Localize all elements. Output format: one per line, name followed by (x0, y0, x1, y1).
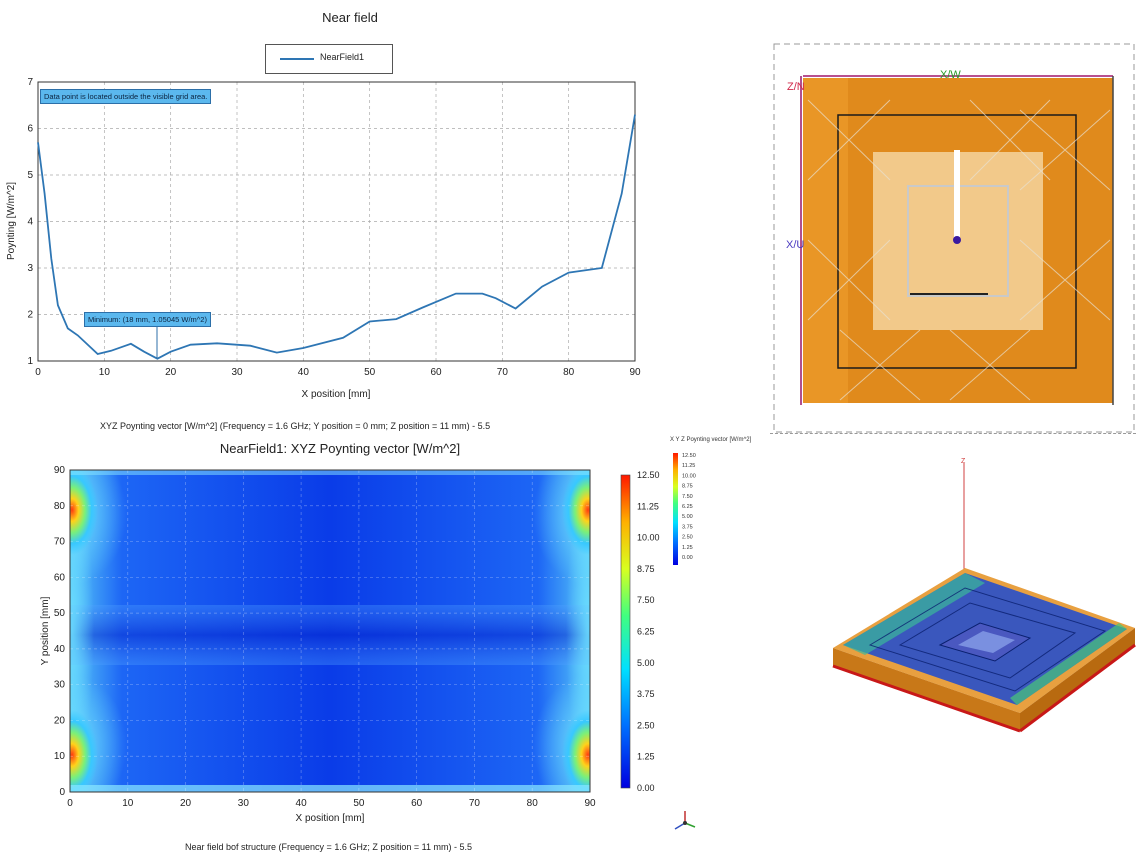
colorbar-tick-label: 0.00 (637, 783, 655, 793)
colorbar-tick-label: 10.00 (637, 533, 660, 543)
mini-legend-value: 1.25 (682, 545, 693, 551)
z-axis-label: Z (961, 458, 966, 465)
x-tick-label: 30 (231, 367, 243, 378)
feed-line (954, 150, 960, 240)
mini-legend-value: 3.75 (682, 524, 693, 530)
mini-legend-title: X Y Z Poynting vector [W/m^2] (670, 437, 752, 443)
hm-y-tick-label: 50 (54, 608, 66, 619)
hm-y-tick-label: 0 (59, 787, 65, 798)
label-x-w: X/W (940, 69, 961, 81)
hm-y-tick-label: 20 (54, 715, 66, 726)
heatmap-xlabel: X position [mm] (296, 813, 365, 824)
hm-y-tick-label: 60 (54, 572, 66, 583)
mini-legend-value: 11.25 (682, 463, 695, 469)
colorbar-tick-label: 5.00 (637, 658, 655, 668)
x-tick-label: 10 (99, 367, 111, 378)
colorbar-tick-label: 3.75 (637, 689, 655, 699)
hm-y-tick-label: 90 (54, 465, 66, 476)
mini-legend-value: 6.25 (682, 504, 693, 510)
mini-legend-value: 7.50 (682, 494, 693, 500)
colorbar-tick-label: 1.25 (637, 752, 655, 762)
orientation-triad-icon (675, 811, 695, 829)
label-x-u: X/U (786, 239, 804, 251)
hm-x-tick-label: 90 (584, 798, 596, 809)
hm-x-tick-label: 60 (411, 798, 423, 809)
layout-top-view: Z/N X/W X/U (770, 40, 1136, 435)
hm-y-tick-label: 70 (54, 537, 66, 548)
line-chart-caption: XYZ Poynting vector [W/m^2] (Frequency =… (100, 421, 490, 431)
y-tick-label: 3 (27, 263, 33, 274)
x-tick-label: 40 (298, 367, 310, 378)
hm-x-tick-label: 30 (238, 798, 250, 809)
label-z-n: Z/N (787, 81, 805, 93)
y-tick-label: 1 (27, 356, 33, 367)
feed-point (953, 236, 961, 244)
hm-x-tick-label: 80 (527, 798, 539, 809)
y-tick-label: 2 (27, 310, 33, 321)
hm-x-tick-label: 10 (122, 798, 134, 809)
colorbar-tick-label: 6.25 (637, 627, 655, 637)
colorbar-tick-label: 7.50 (637, 595, 655, 605)
x-tick-label: 80 (563, 367, 575, 378)
hm-x-tick-label: 0 (67, 798, 73, 809)
y-tick-label: 7 (27, 77, 33, 88)
line-chart: 0 10 20 30 40 50 60 70 80 90 1 2 3 4 5 6 7 X position [m… (0, 0, 660, 420)
hm-y-tick-label: 80 (54, 501, 66, 512)
x-tick-label: 50 (364, 367, 376, 378)
y-tick-label: 4 (27, 217, 33, 228)
mini-legend-value: 5.00 (682, 514, 693, 520)
x-tick-label: 70 (497, 367, 509, 378)
mini-colorbar (673, 453, 678, 565)
x-tick-label: 60 (430, 367, 442, 378)
heatmap-title: NearField1: XYZ Poynting vector [W/m^2] (130, 441, 550, 456)
colorbar (621, 475, 630, 788)
mini-legend-value: 2.50 (682, 535, 693, 541)
tooltip-minimum: Minimum: (18 mm, 1.05045 W/m^2) (84, 312, 211, 327)
hm-y-tick-label: 40 (54, 644, 66, 655)
hm-x-tick-label: 50 (353, 798, 365, 809)
mini-legend-value: 8.75 (682, 484, 693, 490)
x-tick-label: 0 (35, 367, 41, 378)
hm-x-tick-label: 70 (469, 798, 481, 809)
line-xlabel: X position [mm] (302, 389, 371, 400)
hm-y-tick-label: 10 (54, 751, 66, 762)
mini-legend-value: 10.00 (682, 473, 696, 479)
view-3d: X Y Z Poynting vector [W/m^2] 12.50 11.25… (665, 433, 1136, 838)
line-ylabel: Poynting [W/m^2] (6, 182, 17, 260)
y-tick-label: 5 (27, 170, 33, 181)
heatmap-field (17, 455, 643, 815)
y-tick-label: 6 (27, 124, 33, 135)
hm-x-tick-label: 20 (180, 798, 192, 809)
hm-y-tick-label: 30 (54, 680, 66, 691)
hm-x-tick-label: 40 (296, 798, 308, 809)
x-tick-label: 90 (629, 367, 641, 378)
mini-legend-value: 12.50 (682, 453, 696, 459)
x-tick-label: 20 (165, 367, 177, 378)
heatmap-ylabel: Y position [mm] (40, 596, 51, 665)
colorbar-tick-label: 12.50 (637, 470, 660, 480)
heatmap-caption: Near field bof structure (Frequency = 1.… (185, 842, 472, 852)
tooltip-outside-grid: Data point is located outside the visibl… (40, 89, 211, 104)
colorbar-tick-label: 2.50 (637, 720, 655, 730)
colorbar-tick-label: 11.25 (637, 501, 659, 511)
colorbar-tick-label: 8.75 (637, 564, 655, 574)
mini-legend-value: 0.00 (682, 555, 693, 561)
heatmap-chart: 0 10 20 30 40 50 60 70 80 90 0 10 20 30 40 50 60 70 80 90 X… (0, 455, 680, 840)
